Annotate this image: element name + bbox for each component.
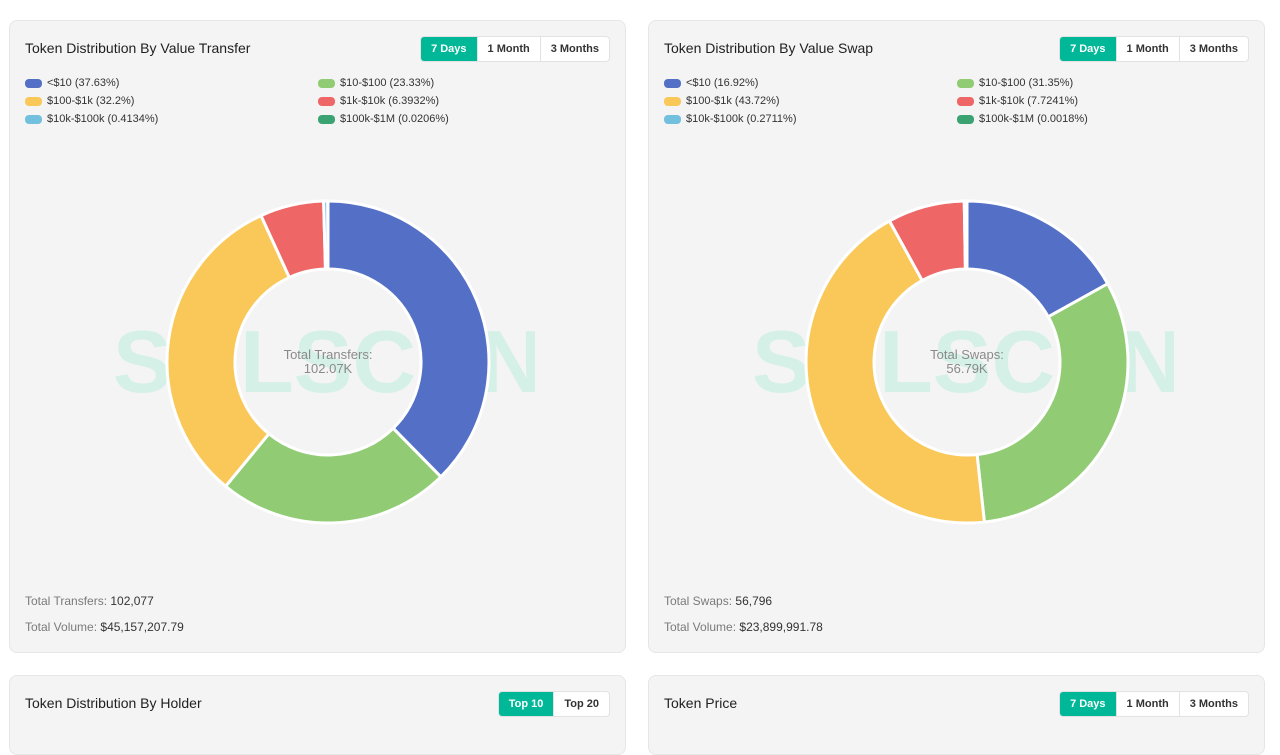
donut-slice[interactable]: [964, 201, 967, 269]
tab-3-months[interactable]: 3 Months: [1179, 692, 1248, 716]
legend-swatch: [664, 97, 681, 106]
card-title: Token Distribution By Holder: [25, 695, 202, 711]
card-title: Token Distribution By Value Swap: [664, 40, 873, 56]
footer-value: $45,157,207.79: [100, 620, 183, 634]
legend-item[interactable]: $100-$1k (43.72%): [664, 94, 957, 108]
legend-label: $10-$100 (23.33%): [340, 77, 434, 89]
center-value: 56.79K: [946, 361, 988, 376]
tab-1-month[interactable]: 1 Month: [1116, 37, 1179, 61]
tab-7-days[interactable]: 7 Days: [1060, 692, 1115, 716]
legend-label: $10k-$100k (0.4134%): [47, 113, 158, 125]
footer-label: Total Volume:: [25, 620, 97, 634]
total-volume: Total Volume: $45,157,207.79: [25, 620, 184, 634]
legend-item[interactable]: $1k-$10k (7.7241%): [957, 94, 1250, 108]
legend-item[interactable]: <$10 (37.63%): [25, 76, 318, 90]
tab-7-days[interactable]: 7 Days: [421, 37, 476, 61]
legend-label: $100k-$1M (0.0018%): [979, 113, 1088, 125]
card-title: Token Distribution By Value Transfer: [25, 40, 250, 56]
total-swaps: Total Swaps: 56,796: [664, 594, 772, 608]
legend-item[interactable]: $100-$1k (32.2%): [25, 94, 318, 108]
legend-label: <$10 (16.92%): [686, 77, 758, 89]
legend-item[interactable]: $100k-$1M (0.0018%): [957, 112, 1250, 126]
legend-item[interactable]: $1k-$10k (6.3932%): [318, 94, 611, 108]
legend-swatch: [25, 79, 42, 88]
center-label: Total Transfers:: [284, 347, 373, 362]
legend-swatch: [25, 97, 42, 106]
legend-item[interactable]: <$10 (16.92%): [664, 76, 957, 90]
total-volume: Total Volume: $23,899,991.78: [664, 620, 823, 634]
legend-swatch: [664, 115, 681, 124]
center-value: 102.07K: [304, 361, 353, 376]
tab-top-20[interactable]: Top 20: [553, 692, 609, 716]
footer-value: 102,077: [110, 594, 153, 608]
tab-7-days[interactable]: 7 Days: [1060, 37, 1115, 61]
legend-label: <$10 (37.63%): [47, 77, 119, 89]
tab-3-months[interactable]: 3 Months: [1179, 37, 1248, 61]
tab-1-month[interactable]: 1 Month: [1116, 692, 1179, 716]
footer-label: Total Swaps:: [664, 594, 732, 608]
tab-top-10[interactable]: Top 10: [499, 692, 554, 716]
legend-label: $100k-$1M (0.0206%): [340, 113, 449, 125]
legend-item[interactable]: $10-$100 (23.33%): [318, 76, 611, 90]
center-label: Total Swaps:: [930, 347, 1004, 362]
footer-label: Total Transfers:: [25, 594, 107, 608]
legend-item[interactable]: $100k-$1M (0.0206%): [318, 112, 611, 126]
legend-label: $100-$1k (43.72%): [686, 95, 780, 107]
footer-value: $23,899,991.78: [739, 620, 822, 634]
legend-label: $10-$100 (31.35%): [979, 77, 1073, 89]
tab-3-months[interactable]: 3 Months: [540, 37, 609, 61]
legend-swatch: [318, 97, 335, 106]
tab-1-month[interactable]: 1 Month: [477, 37, 540, 61]
legend-swatch: [664, 79, 681, 88]
chart-legend: <$10 (37.63%) $10-$100 (23.33%) $100-$1k (…: [25, 76, 615, 126]
footer-label: Total Volume:: [664, 620, 736, 634]
legend-item[interactable]: $10-$100 (31.35%): [957, 76, 1250, 90]
chart-legend: <$10 (16.92%) $10-$100 (31.35%) $100-$1k (…: [664, 76, 1254, 126]
legend-swatch: [318, 79, 335, 88]
legend-label: $1k-$10k (7.7241%): [979, 95, 1078, 107]
legend-swatch: [318, 115, 335, 124]
footer-value: 56,796: [735, 594, 772, 608]
legend-swatch: [957, 79, 974, 88]
legend-label: $1k-$10k (6.3932%): [340, 95, 439, 107]
card-title: Token Price: [664, 695, 737, 711]
legend-item[interactable]: $10k-$100k (0.4134%): [25, 112, 318, 126]
legend-label: $100-$1k (32.2%): [47, 95, 134, 107]
legend-swatch: [957, 115, 974, 124]
legend-swatch: [25, 115, 42, 124]
legend-label: $10k-$100k (0.2711%): [686, 113, 796, 125]
total-transfers: Total Transfers: 102,077: [25, 594, 154, 608]
legend-item[interactable]: $10k-$100k (0.2711%): [664, 112, 957, 126]
legend-swatch: [957, 97, 974, 106]
value-transfer-card: Token Distribution By Value Transfer 7 D…: [9, 20, 626, 653]
